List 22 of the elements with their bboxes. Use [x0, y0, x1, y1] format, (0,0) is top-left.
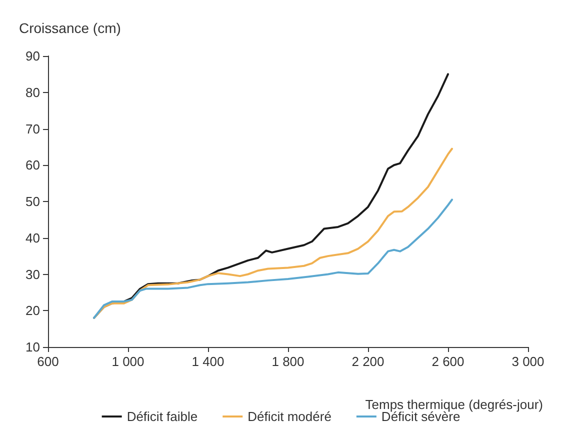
y-tick-label: 10	[26, 340, 40, 354]
y-tick-label: 40	[26, 230, 40, 246]
legend-label: Déficit faible	[126, 409, 198, 424]
x-tick-label: 1 000	[112, 354, 144, 369]
y-tick-label: 60	[26, 158, 40, 173]
x-axis-title: Temps thermique (degrés-jour)	[365, 397, 543, 412]
y-tick-label: 50	[26, 194, 40, 209]
y-tick-label: 20	[26, 303, 40, 318]
y-tick-label: 90	[26, 48, 40, 64]
legend-label: Déficit modéré	[248, 409, 332, 424]
y-tick-label: 80	[26, 84, 40, 100]
x-tick-label: 1 400	[192, 354, 224, 369]
y-tick-label: 30	[26, 266, 40, 282]
y-tick-label: 70	[26, 121, 40, 136]
x-tick-label: 3 000	[512, 354, 544, 369]
y-axis-title: Croissance (cm)	[19, 20, 121, 36]
x-tick-label: 1 800	[272, 354, 304, 369]
line-series	[93, 198, 453, 319]
x-tick-label: 2 200	[352, 354, 384, 369]
x-tick-label: 2 600	[432, 354, 464, 369]
x-tick-label: 600	[37, 354, 59, 369]
line-series	[93, 148, 453, 319]
